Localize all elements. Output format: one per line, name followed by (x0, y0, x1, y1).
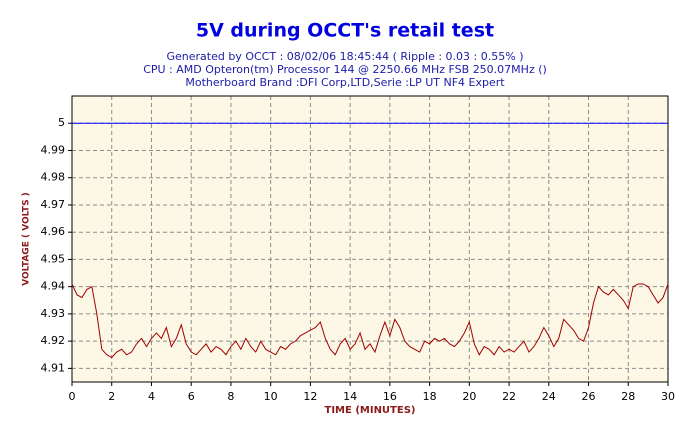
y-tick-label: 4.93 (41, 307, 66, 320)
y-tick-label: 4.92 (41, 334, 66, 347)
x-tick-label: 4 (148, 390, 155, 403)
x-tick-label: 12 (303, 390, 317, 403)
x-tick-label: 22 (502, 390, 516, 403)
subtitle: Generated by OCCT : 08/02/06 18:45:44 ( … (167, 50, 524, 63)
x-tick-label: 0 (69, 390, 76, 403)
x-tick-label: 14 (343, 390, 357, 403)
y-tick-label: 4.96 (41, 225, 66, 238)
y-tick-label: 4.91 (41, 361, 66, 374)
y-tick-label: 4.95 (41, 252, 66, 265)
x-tick-label: 10 (264, 390, 278, 403)
x-tick-label: 18 (423, 390, 437, 403)
y-axis-label: VOLTAGE ( VOLTS ) (22, 192, 32, 286)
x-tick-label: 6 (188, 390, 195, 403)
x-tick-label: 20 (462, 390, 476, 403)
x-tick-label: 30 (661, 390, 675, 403)
y-tick-label: 4.99 (41, 143, 66, 156)
x-tick-label: 28 (621, 390, 635, 403)
chart-title: 5V during OCCT's retail test (196, 20, 494, 42)
x-tick-label: 8 (227, 390, 234, 403)
subtitle: CPU : AMD Opteron(tm) Processor 144 @ 22… (143, 63, 547, 76)
x-tick-label: 2 (108, 390, 115, 403)
y-tick-label: 5 (58, 116, 65, 129)
y-tick-label: 4.97 (41, 198, 66, 211)
plot-frame (71, 95, 669, 383)
plot-area (72, 96, 668, 382)
x-tick-label: 26 (582, 390, 596, 403)
x-tick-label: 16 (383, 390, 397, 403)
x-axis-label: TIME (MINUTES) (325, 405, 416, 416)
y-tick-label: 4.98 (41, 171, 66, 184)
y-tick-label: 4.94 (41, 280, 66, 293)
subtitle: Motherboard Brand :DFI Corp,LTD,Serie :L… (185, 76, 505, 89)
x-tick-label: 24 (542, 390, 556, 403)
data-line (71, 283, 669, 359)
